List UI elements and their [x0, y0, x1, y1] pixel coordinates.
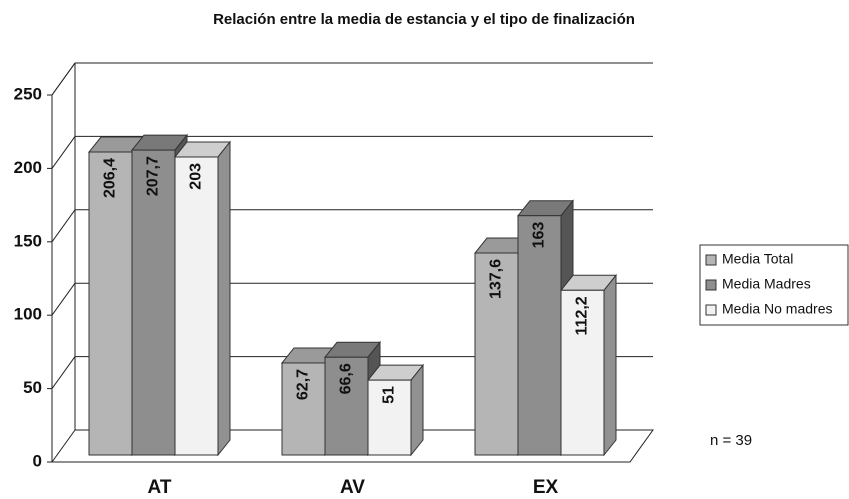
x-tick-label: AV [340, 477, 365, 498]
data-label: 51 [381, 386, 398, 404]
bar [559, 273, 618, 457]
chart-title: Relación entre la media de estancia y el… [213, 11, 635, 28]
y-tick-label: 50 [23, 378, 42, 397]
x-tick-label: AT [148, 477, 172, 498]
bar-front [474, 252, 519, 456]
x-tick-label: EX [533, 477, 559, 498]
bar-side [410, 363, 424, 457]
grid-line [51, 209, 76, 243]
bar [173, 140, 232, 457]
data-label: 203 [188, 163, 205, 190]
y-tick-label: 0 [33, 451, 42, 470]
bar-front [131, 149, 176, 456]
data-label: 137,6 [488, 259, 505, 299]
legend-swatch [705, 304, 717, 316]
data-label: 66,6 [338, 363, 355, 394]
bar [366, 363, 425, 457]
y-tick-label: 200 [14, 158, 42, 177]
bar-front [517, 215, 562, 456]
data-label: 62,7 [295, 369, 312, 400]
legend-label: Media Madres [722, 276, 811, 292]
bar-front [281, 362, 326, 456]
bar-front [367, 379, 412, 456]
data-label: 163 [531, 222, 548, 249]
left-wall [51, 62, 76, 462]
bar-front [560, 289, 605, 456]
bar-front [174, 156, 219, 456]
legend-label: Media Total [722, 251, 793, 267]
grid-line [51, 429, 76, 463]
legend-swatch [705, 254, 717, 266]
grid-line [51, 282, 76, 316]
grid-line [51, 356, 76, 389]
y-tick-label: 250 [14, 84, 42, 103]
bar-front [324, 356, 369, 456]
data-label: 206,4 [102, 158, 119, 198]
bar-side [217, 140, 231, 457]
grid-line [51, 136, 76, 169]
data-label: 112,2 [574, 296, 591, 335]
legend-label: Media No madres [722, 301, 833, 317]
y-tick-label: 100 [14, 305, 42, 324]
grid-line [51, 62, 76, 96]
legend-swatch [705, 279, 717, 291]
annotation: n = 39 [710, 432, 752, 449]
legend-box [699, 244, 849, 326]
bar-side [603, 273, 617, 457]
y-tick-label: 150 [14, 231, 42, 250]
data-label: 207,7 [145, 156, 162, 196]
